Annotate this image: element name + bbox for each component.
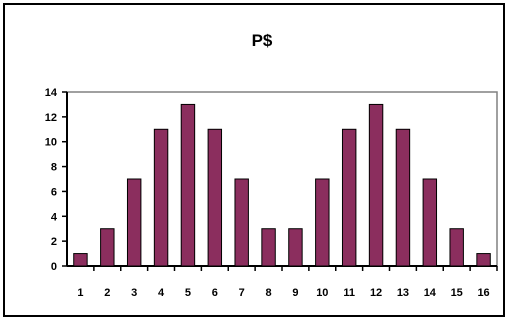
bar bbox=[341, 128, 357, 267]
y-tick-label: 4 bbox=[51, 211, 58, 223]
x-tick-label: 4 bbox=[158, 287, 165, 299]
bar bbox=[422, 178, 438, 267]
y-tick-label: 10 bbox=[45, 137, 57, 149]
bar bbox=[395, 128, 411, 267]
bar bbox=[315, 178, 330, 267]
bar bbox=[449, 228, 464, 267]
x-tick-label: 8 bbox=[266, 287, 272, 299]
x-tick-label: 16 bbox=[477, 287, 489, 299]
bar bbox=[207, 128, 223, 267]
x-tick-label: 10 bbox=[316, 287, 328, 299]
bar bbox=[234, 178, 249, 267]
x-tick-label: 14 bbox=[424, 287, 437, 299]
bar bbox=[100, 228, 115, 267]
x-tick-label: 1 bbox=[77, 287, 83, 299]
y-tick-label: 2 bbox=[51, 236, 57, 248]
x-tick-label: 12 bbox=[370, 287, 382, 299]
bar bbox=[476, 253, 491, 267]
bar bbox=[126, 178, 142, 267]
x-tick-label: 9 bbox=[292, 287, 298, 299]
x-tick-label: 6 bbox=[212, 287, 218, 299]
bar bbox=[153, 128, 169, 267]
y-tick-label: 6 bbox=[51, 186, 57, 198]
bar bbox=[288, 228, 303, 267]
x-tick-label: 7 bbox=[239, 287, 245, 299]
chart-title: P$ bbox=[252, 31, 273, 50]
bar bbox=[368, 103, 384, 267]
x-tick-label: 15 bbox=[451, 287, 463, 299]
y-tick-label: 12 bbox=[45, 112, 57, 124]
x-tick-label: 11 bbox=[343, 287, 355, 299]
bar bbox=[73, 253, 88, 267]
x-tick-label: 3 bbox=[131, 287, 137, 299]
y-tick-label: 0 bbox=[51, 261, 57, 273]
bar bbox=[261, 228, 276, 267]
x-tick-label: 2 bbox=[104, 287, 110, 299]
x-tick-label: 5 bbox=[185, 287, 191, 299]
x-tick-label: 13 bbox=[397, 287, 409, 299]
y-tick-label: 8 bbox=[51, 162, 57, 174]
bar bbox=[180, 103, 196, 267]
y-tick-label: 14 bbox=[45, 87, 58, 99]
